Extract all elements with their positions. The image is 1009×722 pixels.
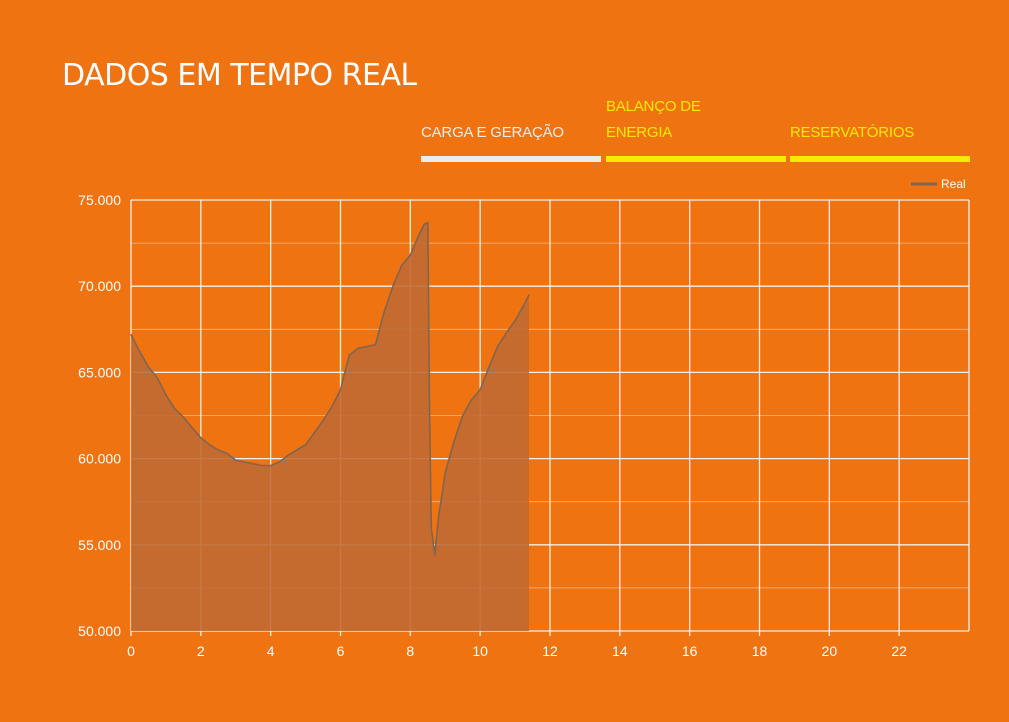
data-point	[243, 461, 246, 463]
chart-legend: Real	[911, 177, 966, 191]
data-point	[235, 459, 237, 461]
x-tick-label: 12	[542, 643, 558, 659]
data-point	[217, 449, 219, 451]
data-point	[418, 233, 420, 236]
x-tick-label: 22	[891, 643, 907, 659]
legend-label-real: Real	[941, 177, 966, 191]
data-point	[348, 354, 350, 356]
data-point	[174, 408, 176, 410]
tab-underline	[606, 156, 786, 162]
data-point	[392, 285, 394, 287]
data-point	[401, 264, 403, 267]
x-tick-label: 16	[682, 643, 698, 659]
y-tick-label: 65.000	[78, 364, 121, 380]
data-point	[296, 449, 298, 451]
tab-bar: CARGA E GERAÇÃO BALANÇO DE ENERGIA RESER…	[421, 94, 970, 162]
data-point	[270, 464, 272, 467]
data-point	[331, 406, 333, 408]
series-area-real	[131, 222, 529, 631]
data-point	[339, 389, 342, 391]
data-point	[252, 463, 254, 465]
data-point	[366, 345, 368, 348]
data-point	[147, 366, 150, 368]
data-point	[528, 294, 530, 296]
y-tick-label: 70.000	[78, 278, 121, 294]
tab-balanco-de-energia[interactable]: BALANÇO DE ENERGIA	[606, 94, 786, 162]
y-tick-label: 55.000	[78, 537, 121, 553]
tab-label: BALANÇO DE ENERGIA	[606, 98, 701, 141]
x-tick-label: 0	[127, 643, 135, 659]
data-point	[479, 389, 481, 391]
data-point	[165, 394, 167, 396]
y-tick-label: 50.000	[78, 623, 121, 639]
data-point	[437, 518, 439, 520]
x-tick-label: 14	[612, 643, 628, 659]
data-point	[156, 377, 158, 379]
data-point	[130, 333, 132, 336]
data-point	[514, 320, 516, 322]
data-point	[505, 332, 507, 334]
tab-label: RESERVATÓRIOS	[790, 124, 915, 141]
x-tick-label: 8	[406, 643, 414, 659]
data-point	[226, 452, 228, 454]
data-point	[182, 416, 184, 418]
x-tick-label: 20	[822, 643, 838, 659]
data-point	[430, 527, 432, 529]
data-point	[313, 432, 315, 434]
data-point	[322, 420, 324, 422]
tab-underline	[790, 156, 970, 162]
tab-underline	[421, 156, 601, 162]
data-point	[428, 406, 431, 408]
data-point	[434, 554, 436, 556]
y-tick-label: 60.000	[78, 451, 121, 467]
data-point	[423, 223, 425, 225]
data-point	[488, 366, 490, 368]
x-tick-label: 4	[267, 643, 275, 659]
data-point	[305, 444, 307, 446]
tab-carga-e-geracao[interactable]: CARGA E GERAÇÃO	[421, 94, 601, 162]
x-tick-label: 18	[752, 643, 768, 659]
x-tick-label: 6	[337, 643, 345, 659]
data-point	[278, 461, 280, 463]
data-point	[139, 351, 141, 353]
tab-reservatorios[interactable]: RESERVATÓRIOS	[790, 94, 970, 162]
page-title: DADOS EM TEMPO REAL	[62, 58, 417, 93]
chart-series	[130, 221, 530, 631]
data-point	[383, 311, 385, 313]
data-point	[523, 304, 525, 306]
y-tick-label: 75.000	[78, 192, 121, 208]
chart-axes: 50.000 55.000 60.000 65.000 70.000 75.000 0 2 4 6…	[78, 192, 907, 659]
x-tick-label: 2	[197, 643, 205, 659]
data-point	[261, 464, 263, 467]
data-point	[209, 444, 211, 446]
data-point	[374, 344, 376, 346]
tab-label: CARGA E GERAÇÃO	[421, 124, 564, 141]
data-point	[444, 471, 446, 473]
x-tick-label: 10	[472, 643, 488, 659]
data-point	[462, 414, 464, 417]
data-point	[287, 454, 289, 456]
data-point	[200, 437, 202, 439]
data-point	[191, 427, 193, 429]
data-point	[357, 347, 359, 349]
data-point	[497, 345, 499, 348]
data-point	[453, 440, 455, 442]
data-point	[427, 221, 429, 223]
data-point	[470, 399, 472, 401]
data-point	[409, 254, 411, 256]
